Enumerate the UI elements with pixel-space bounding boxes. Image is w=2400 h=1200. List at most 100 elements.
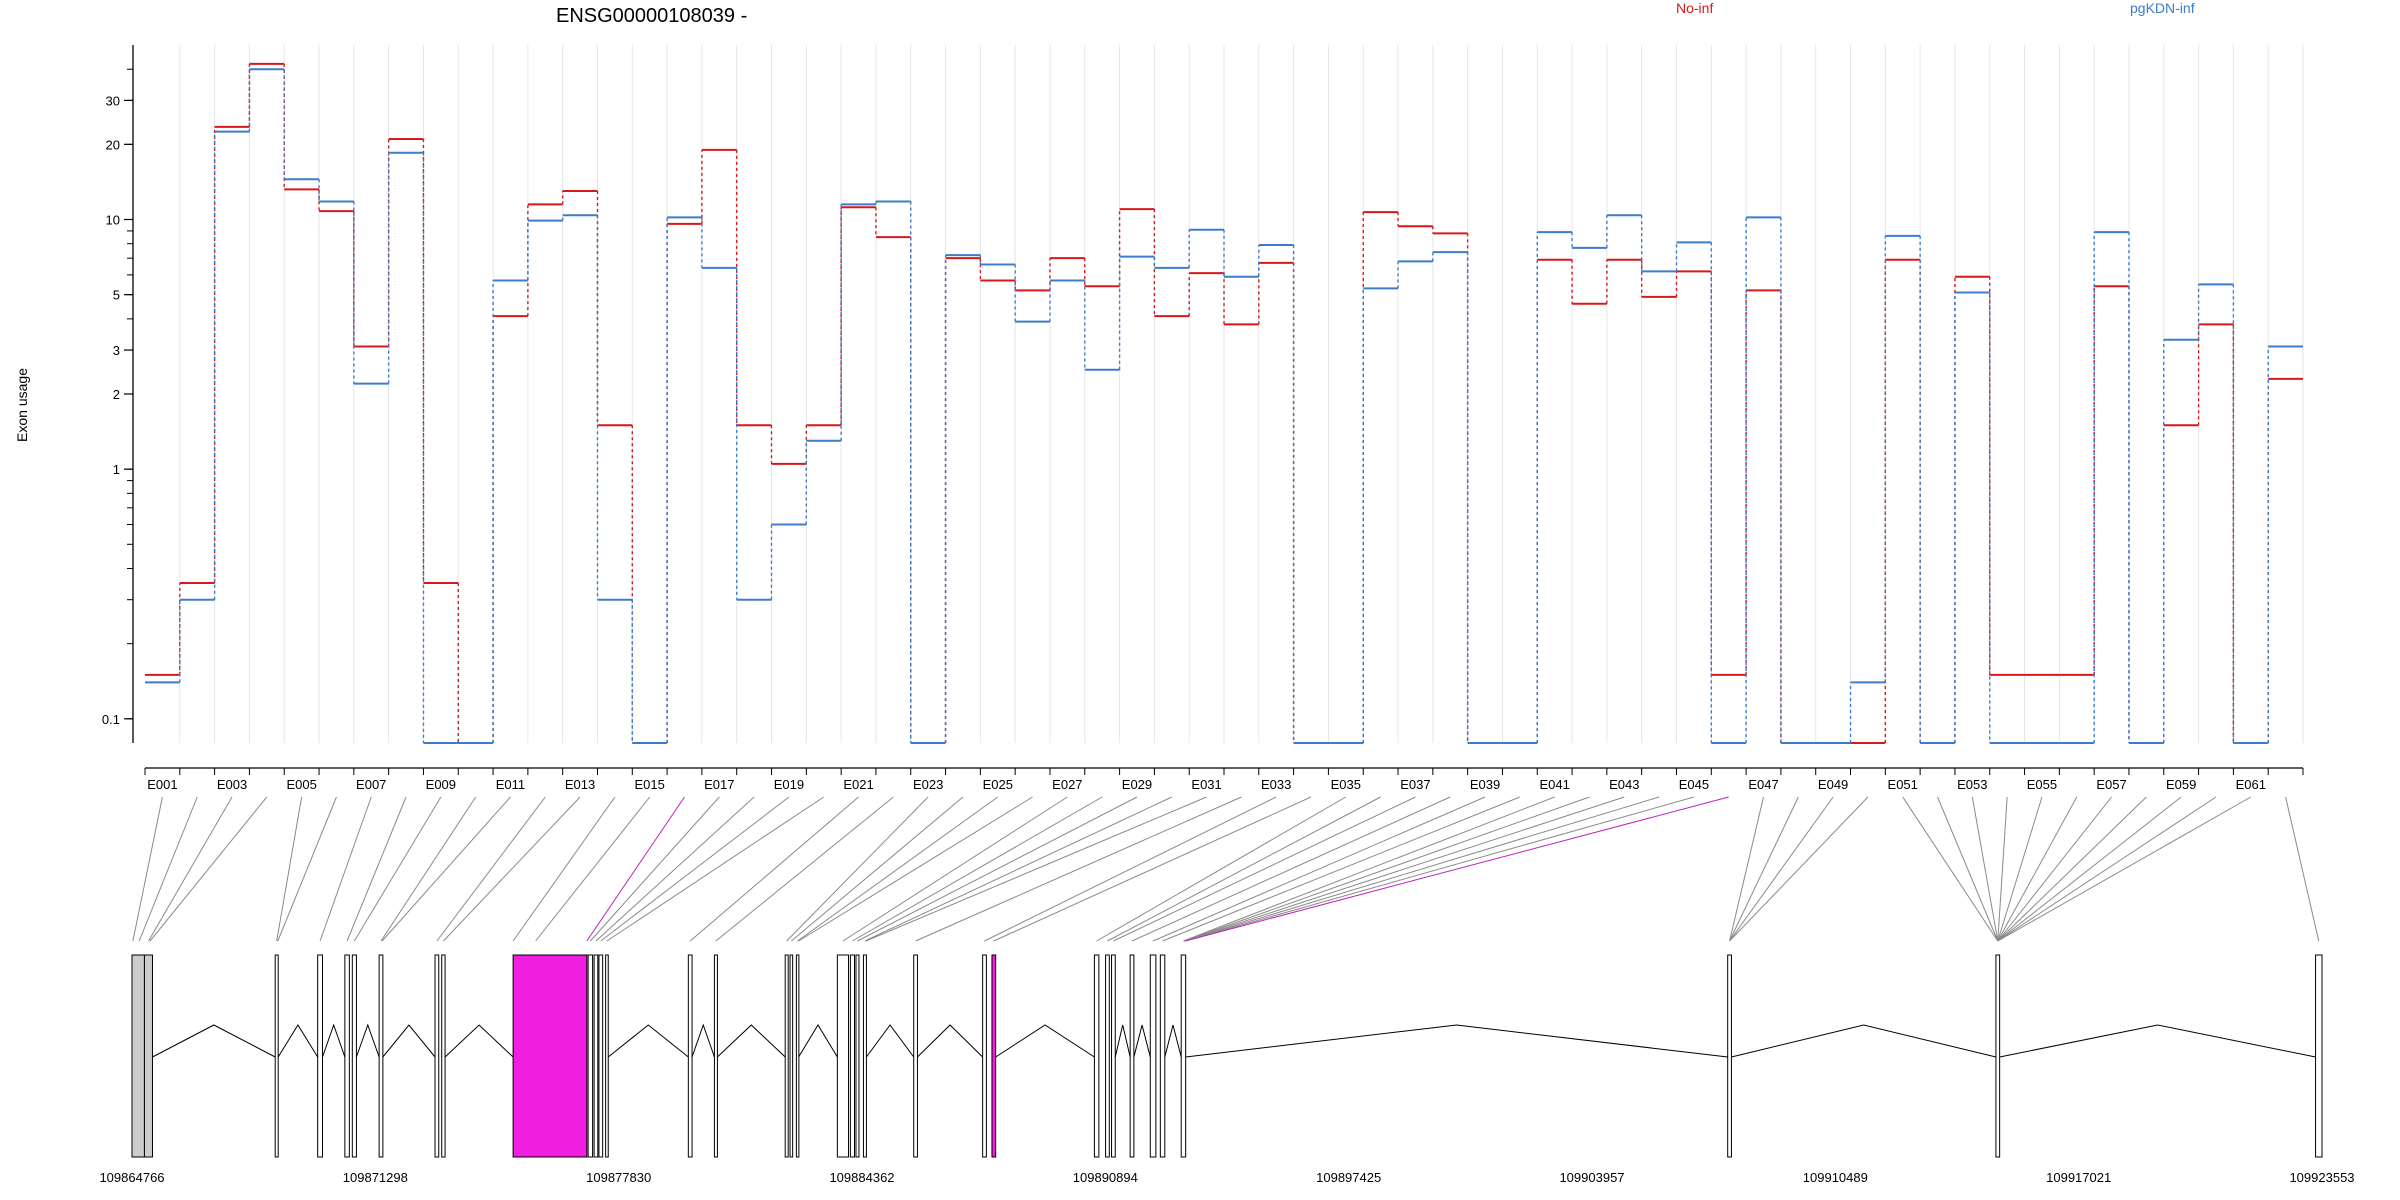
exon-connector-line <box>1997 796 2252 942</box>
genomic-coordinate-label: 109871298 <box>343 1170 408 1185</box>
x-tick-label: E019 <box>774 777 804 792</box>
exon-connector-line <box>842 796 1068 942</box>
genomic-coordinate-label: 109910489 <box>1803 1170 1868 1185</box>
x-tick-label: E061 <box>2236 777 2266 792</box>
series-pgkdn-inf <box>145 68 2303 744</box>
x-tick-label: E035 <box>1331 777 1361 792</box>
genomic-coordinate-label: 109903957 <box>1559 1170 1624 1185</box>
exon-box <box>593 954 599 1158</box>
y-tick-label: 30 <box>106 93 120 108</box>
exon-box <box>1149 954 1157 1158</box>
exon-connector-line <box>277 796 337 942</box>
x-tick-label: E027 <box>1052 777 1082 792</box>
exon-box <box>317 954 324 1158</box>
exon-connector-line <box>864 796 1173 942</box>
exon-connector-line <box>715 796 894 942</box>
exon-connector-line <box>1971 796 1999 942</box>
exon-box <box>1105 954 1110 1158</box>
exon-connector-line <box>380 796 477 942</box>
x-axis: E001 E003 E005 E007 E009 E011 E013 E015 E017 E019… <box>144 767 2304 792</box>
exon-connector-line <box>1997 796 2182 942</box>
exon-connector-line <box>132 796 163 942</box>
exon-connector-line <box>1152 796 1486 942</box>
intron-line <box>866 1024 915 1058</box>
exon-connector-line <box>984 796 1277 942</box>
exon-box <box>836 954 850 1158</box>
x-tick-label: E005 <box>286 777 316 792</box>
exon-box <box>862 954 867 1158</box>
y-tick-label: 10 <box>106 213 120 228</box>
legend-entry-pgkdn-inf: pgKDN-inf <box>2130 0 2195 16</box>
exon-connector-line <box>1096 796 1347 942</box>
intron-line <box>691 1023 715 1058</box>
exon-connector-line <box>1997 796 2217 942</box>
exon-connector-line <box>1997 796 2008 942</box>
x-tick-label: E053 <box>1957 777 1987 792</box>
x-tick-label: E007 <box>356 777 386 792</box>
x-tick-label: E011 <box>496 777 525 792</box>
exon-box <box>605 954 609 1158</box>
intron-line <box>995 1024 1095 1058</box>
legend-entry-no-inf: No-inf <box>1676 0 1713 16</box>
exon-connector-line <box>606 796 825 942</box>
exon-box <box>274 954 279 1158</box>
y-tick-label: 3 <box>113 343 120 358</box>
exon-box <box>687 954 693 1158</box>
x-tick-label: E059 <box>2166 777 2196 792</box>
vertical-grid <box>179 45 2304 743</box>
exon-box <box>991 954 997 1158</box>
y-tick-label: 20 <box>106 137 120 152</box>
exon-connector-line <box>586 796 685 942</box>
x-tick-label: E021 <box>843 777 873 792</box>
exon-box <box>378 954 384 1158</box>
exon-connector-line <box>857 796 1138 942</box>
exon-box <box>855 954 860 1158</box>
x-tick-label: E025 <box>983 777 1013 792</box>
intron-line <box>382 1024 436 1058</box>
y-tick-label: 5 <box>113 288 120 303</box>
exon-box <box>1727 954 1732 1158</box>
x-tick-label: E055 <box>2027 777 2057 792</box>
exon-connector-line <box>346 796 407 942</box>
exon-box <box>1111 954 1116 1158</box>
y-tick-label: 0.1 <box>102 712 120 727</box>
exon-box <box>982 954 987 1158</box>
x-tick-label: E043 <box>1609 777 1639 792</box>
x-tick-label: E013 <box>565 777 595 792</box>
exon-box <box>512 954 588 1158</box>
exon-connector-line <box>791 796 964 942</box>
exon-connector-line <box>798 796 1033 942</box>
exon-connector-line <box>1162 796 1521 942</box>
exon-connector-line <box>535 796 651 942</box>
intron-line <box>1731 1024 1997 1058</box>
exon-connector-line <box>595 796 755 942</box>
exon-box <box>441 954 446 1158</box>
exon-connector-line <box>1937 796 1999 942</box>
exon-connector-line <box>1131 796 1451 942</box>
intron-line <box>322 1023 346 1058</box>
exon-connector-line <box>797 796 999 942</box>
exon-connector-line <box>915 796 1242 942</box>
x-tick-label: E047 <box>1748 777 1778 792</box>
x-tick-label: E001 <box>147 777 177 792</box>
x-tick-label: E039 <box>1470 777 1500 792</box>
y-axis-label: Exon usage <box>14 368 30 442</box>
exon-connector-line <box>852 796 1103 942</box>
y-tick-label: 1 <box>113 462 120 477</box>
exon-box <box>143 954 153 1158</box>
exon-box <box>1129 954 1135 1158</box>
exon-box <box>913 954 918 1158</box>
gene-model <box>131 954 2323 1158</box>
intron-line <box>1999 1024 2316 1058</box>
intron-line <box>717 1024 786 1058</box>
intron-line <box>1114 1024 1131 1058</box>
exon-connector-line <box>786 796 929 942</box>
y-axis: 0.1 1 2 3 5 10 20 30 <box>102 45 134 743</box>
exon-box <box>1995 954 2001 1158</box>
exon-box <box>344 954 350 1158</box>
exon-connector-line <box>1185 796 1729 942</box>
exon-box <box>789 954 794 1158</box>
genomic-coordinate-label: 109877830 <box>586 1170 651 1185</box>
x-tick-label: E009 <box>426 777 456 792</box>
